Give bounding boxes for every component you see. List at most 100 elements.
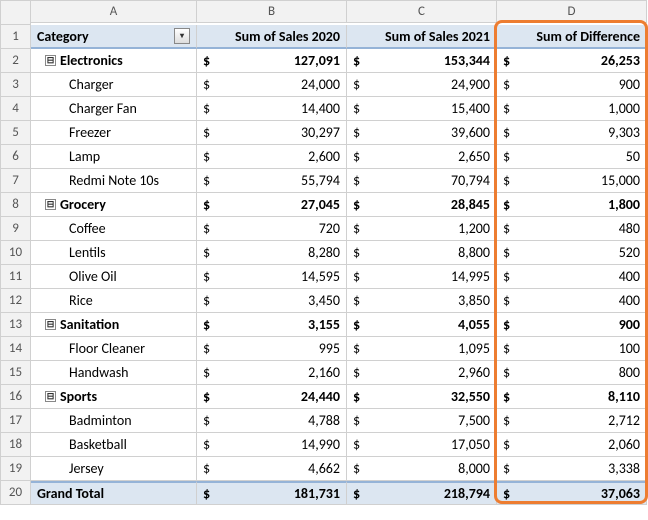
pivot-header-category[interactable]: Category▾ bbox=[31, 25, 197, 49]
cell-b-6[interactable]: $2,600 bbox=[197, 145, 347, 169]
row-header-14[interactable]: 14 bbox=[1, 337, 31, 361]
cell-b-9[interactable]: $720 bbox=[197, 217, 347, 241]
cell-d-8[interactable]: $1,800 bbox=[497, 193, 647, 217]
cell-d-19[interactable]: $3,338 bbox=[497, 457, 647, 481]
item-row-18[interactable]: Basketball bbox=[31, 433, 197, 457]
group-row-8[interactable]: ⊟Grocery bbox=[31, 193, 197, 217]
group-row-16[interactable]: ⊟Sports bbox=[31, 385, 197, 409]
item-row-10[interactable]: Lentils bbox=[31, 241, 197, 265]
cell-d-7[interactable]: $15,000 bbox=[497, 169, 647, 193]
row-header-20[interactable]: 20 bbox=[1, 481, 31, 505]
item-row-5[interactable]: Freezer bbox=[31, 121, 197, 145]
item-row-9[interactable]: Coffee bbox=[31, 217, 197, 241]
row-header-15[interactable]: 15 bbox=[1, 361, 31, 385]
group-row-13[interactable]: ⊟Sanitation bbox=[31, 313, 197, 337]
cell-c-19[interactable]: $8,000 bbox=[347, 457, 497, 481]
pivot-header-difference[interactable]: Sum of Difference bbox=[497, 25, 647, 49]
row-header-17[interactable]: 17 bbox=[1, 409, 31, 433]
cell-c-15[interactable]: $2,960 bbox=[347, 361, 497, 385]
cell-b-7[interactable]: $55,794 bbox=[197, 169, 347, 193]
grand-total-d[interactable]: $37,063 bbox=[497, 481, 647, 505]
item-row-15[interactable]: Handwash bbox=[31, 361, 197, 385]
grand-total-b[interactable]: $181,731 bbox=[197, 481, 347, 505]
row-header-6[interactable]: 6 bbox=[1, 145, 31, 169]
collapse-icon[interactable]: ⊟ bbox=[45, 319, 56, 330]
cell-b-18[interactable]: $14,990 bbox=[197, 433, 347, 457]
row-header-7[interactable]: 7 bbox=[1, 169, 31, 193]
cell-b-5[interactable]: $30,297 bbox=[197, 121, 347, 145]
cell-d-16[interactable]: $8,110 bbox=[497, 385, 647, 409]
cell-b-11[interactable]: $14,595 bbox=[197, 265, 347, 289]
collapse-icon[interactable]: ⊟ bbox=[45, 55, 56, 66]
cell-b-12[interactable]: $3,450 bbox=[197, 289, 347, 313]
item-row-7[interactable]: Redmi Note 10s bbox=[31, 169, 197, 193]
cell-c-11[interactable]: $14,995 bbox=[347, 265, 497, 289]
cell-c-16[interactable]: $32,550 bbox=[347, 385, 497, 409]
row-header-3[interactable]: 3 bbox=[1, 73, 31, 97]
cell-d-13[interactable]: $900 bbox=[497, 313, 647, 337]
grand-total-c[interactable]: $218,794 bbox=[347, 481, 497, 505]
col-header-C[interactable]: C bbox=[347, 1, 497, 23]
row-header-5[interactable]: 5 bbox=[1, 121, 31, 145]
item-row-6[interactable]: Lamp bbox=[31, 145, 197, 169]
cell-d-15[interactable]: $800 bbox=[497, 361, 647, 385]
item-row-14[interactable]: Floor Cleaner bbox=[31, 337, 197, 361]
cell-d-17[interactable]: $2,712 bbox=[497, 409, 647, 433]
cell-d-10[interactable]: $520 bbox=[497, 241, 647, 265]
cell-d-12[interactable]: $400 bbox=[497, 289, 647, 313]
item-row-11[interactable]: Olive Oil bbox=[31, 265, 197, 289]
pivot-header-sales-2021[interactable]: Sum of Sales 2021 bbox=[347, 25, 497, 49]
cell-b-2[interactable]: $127,091 bbox=[197, 49, 347, 73]
collapse-icon[interactable]: ⊟ bbox=[45, 391, 56, 402]
group-row-2[interactable]: ⊟Electronics bbox=[31, 49, 197, 73]
cell-b-16[interactable]: $24,440 bbox=[197, 385, 347, 409]
cell-c-9[interactable]: $1,200 bbox=[347, 217, 497, 241]
cell-c-14[interactable]: $1,095 bbox=[347, 337, 497, 361]
cell-d-9[interactable]: $480 bbox=[497, 217, 647, 241]
cell-d-4[interactable]: $1,000 bbox=[497, 97, 647, 121]
cell-b-17[interactable]: $4,788 bbox=[197, 409, 347, 433]
item-row-3[interactable]: Charger bbox=[31, 73, 197, 97]
cell-c-7[interactable]: $70,794 bbox=[347, 169, 497, 193]
row-header-11[interactable]: 11 bbox=[1, 265, 31, 289]
cell-b-19[interactable]: $4,662 bbox=[197, 457, 347, 481]
cell-b-15[interactable]: $2,160 bbox=[197, 361, 347, 385]
row-header-4[interactable]: 4 bbox=[1, 97, 31, 121]
col-header-B[interactable]: B bbox=[197, 1, 347, 23]
filter-dropdown-icon[interactable]: ▾ bbox=[174, 28, 190, 44]
col-header-A[interactable]: A bbox=[31, 1, 197, 23]
cell-c-8[interactable]: $28,845 bbox=[347, 193, 497, 217]
row-header-13[interactable]: 13 bbox=[1, 313, 31, 337]
pivot-header-sales-2020[interactable]: Sum of Sales 2020 bbox=[197, 25, 347, 49]
col-header-D[interactable]: D bbox=[497, 1, 647, 23]
cell-c-2[interactable]: $153,344 bbox=[347, 49, 497, 73]
cell-d-5[interactable]: $9,303 bbox=[497, 121, 647, 145]
cell-d-2[interactable]: $26,253 bbox=[497, 49, 647, 73]
cell-c-4[interactable]: $15,400 bbox=[347, 97, 497, 121]
cell-b-13[interactable]: $3,155 bbox=[197, 313, 347, 337]
row-header-18[interactable]: 18 bbox=[1, 433, 31, 457]
cell-c-18[interactable]: $17,050 bbox=[347, 433, 497, 457]
cell-c-6[interactable]: $2,650 bbox=[347, 145, 497, 169]
row-header-16[interactable]: 16 bbox=[1, 385, 31, 409]
cell-c-5[interactable]: $39,600 bbox=[347, 121, 497, 145]
cell-d-6[interactable]: $50 bbox=[497, 145, 647, 169]
cell-d-11[interactable]: $400 bbox=[497, 265, 647, 289]
cell-c-12[interactable]: $3,850 bbox=[347, 289, 497, 313]
row-header-12[interactable]: 12 bbox=[1, 289, 31, 313]
cell-b-14[interactable]: $995 bbox=[197, 337, 347, 361]
item-row-4[interactable]: Charger Fan bbox=[31, 97, 197, 121]
cell-d-3[interactable]: $900 bbox=[497, 73, 647, 97]
collapse-icon[interactable]: ⊟ bbox=[45, 199, 56, 210]
row-header-19[interactable]: 19 bbox=[1, 457, 31, 481]
row-header-10[interactable]: 10 bbox=[1, 241, 31, 265]
cell-c-13[interactable]: $4,055 bbox=[347, 313, 497, 337]
cell-b-10[interactable]: $8,280 bbox=[197, 241, 347, 265]
cell-c-10[interactable]: $8,800 bbox=[347, 241, 497, 265]
grand-total-label[interactable]: Grand Total bbox=[31, 481, 197, 505]
row-header-1[interactable]: 1 bbox=[1, 25, 31, 49]
cell-d-14[interactable]: $100 bbox=[497, 337, 647, 361]
cell-b-8[interactable]: $27,045 bbox=[197, 193, 347, 217]
row-header-8[interactable]: 8 bbox=[1, 193, 31, 217]
cell-b-4[interactable]: $14,400 bbox=[197, 97, 347, 121]
